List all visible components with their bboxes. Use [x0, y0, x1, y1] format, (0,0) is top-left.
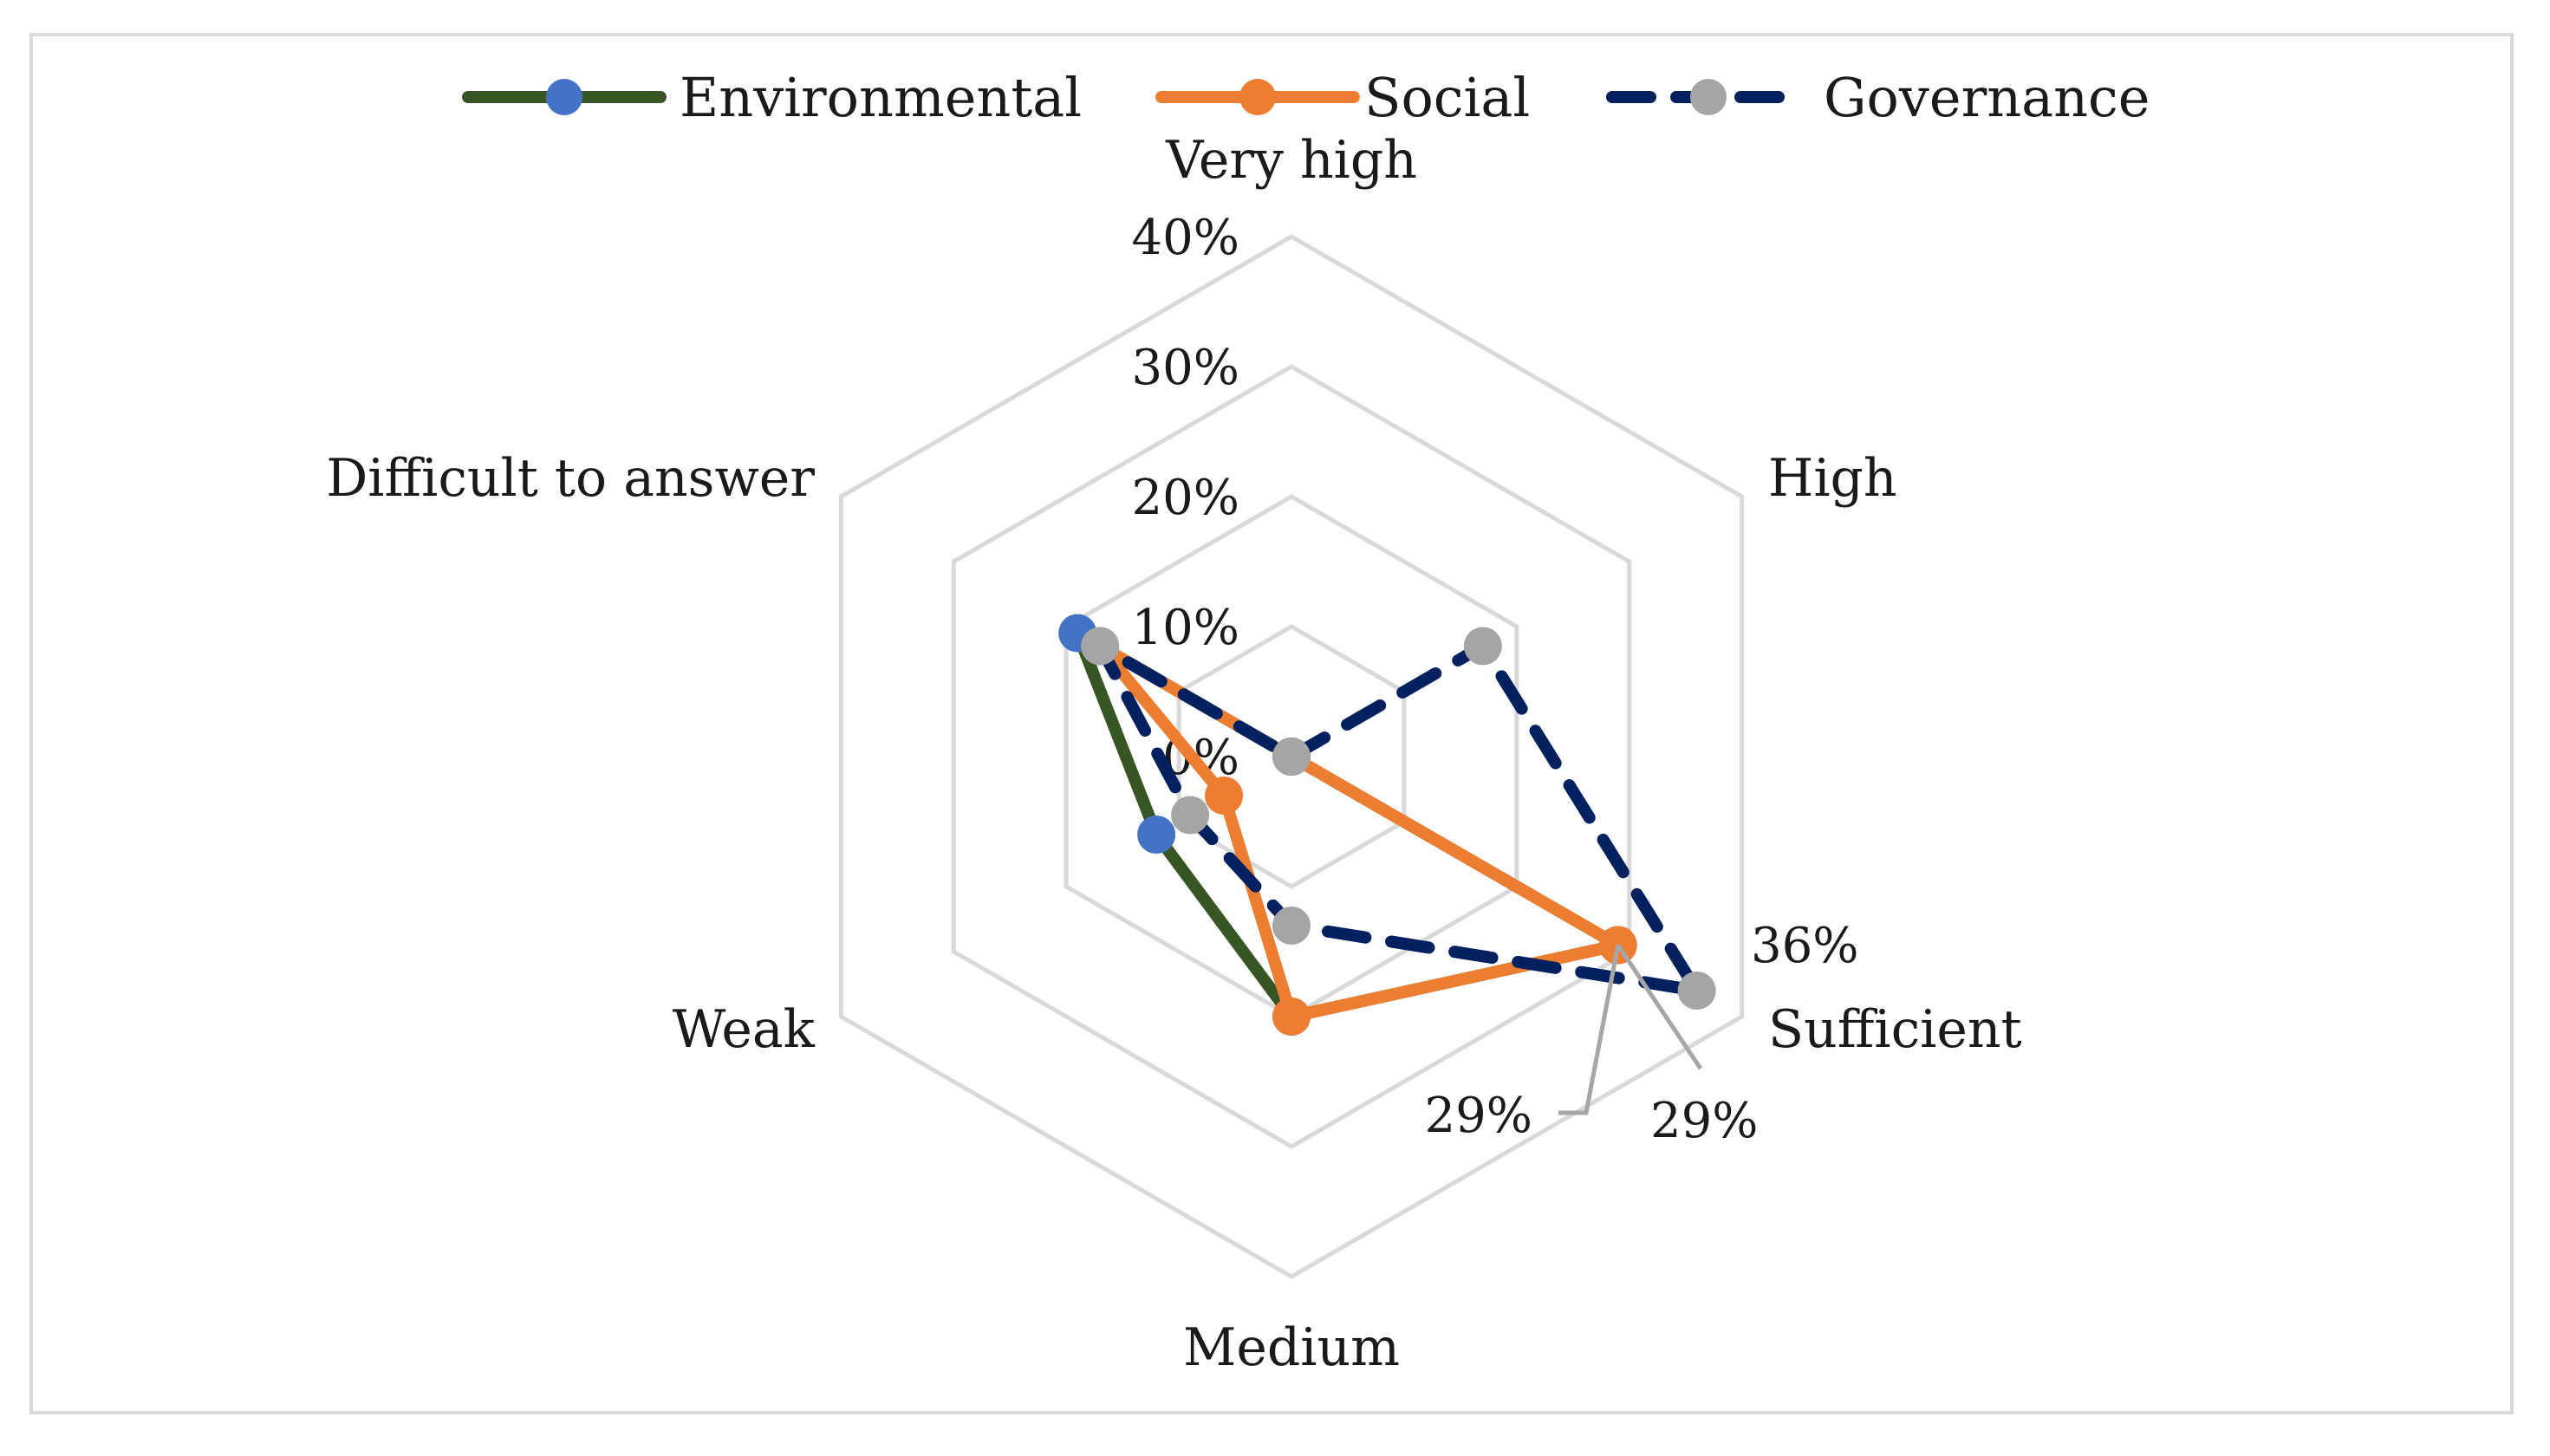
legend: Environmental Social Governance: [462, 66, 2150, 129]
legend-marker-environmental: [546, 79, 582, 115]
axis-label-2: Sufficient: [1768, 999, 2022, 1060]
tick-labels: 0%10%20%30%40%: [1132, 210, 1239, 786]
point-governance-2: [1677, 972, 1716, 1010]
data-label-governance-sufficient: 36%: [1751, 918, 1858, 974]
axis-label-3: Medium: [1183, 1317, 1400, 1378]
legend-label-governance: Governance: [1824, 66, 2150, 129]
axis-labels: Very high High Sufficient Medium Weak Difficu…: [326, 130, 2021, 1378]
axis-label-1: High: [1768, 448, 1897, 509]
series-governance: [1081, 627, 1716, 1010]
legend-label-social: Social: [1364, 66, 1530, 129]
point-governance-3: [1272, 907, 1311, 945]
point-social-4: [1205, 777, 1244, 815]
data-labels: 29% 29% 36%: [1425, 918, 1859, 1149]
leader-line-social: [1616, 944, 1703, 1070]
tick-label-3: 30%: [1132, 340, 1239, 396]
chart-frame: [29, 33, 2514, 1414]
axis-label-4: Weak: [673, 999, 816, 1060]
series-layer: [1058, 614, 1716, 1036]
leader-line-environmental: [1558, 945, 1621, 1115]
axis-label-5: Difficult to answer: [326, 448, 815, 509]
data-label-environmental-sufficient: 29%: [1425, 1088, 1532, 1144]
point-governance-1: [1463, 627, 1502, 666]
legend-item-environmental: Environmental: [462, 66, 1082, 129]
tick-label-2: 20%: [1132, 470, 1239, 526]
axis-label-0: Very high: [1165, 130, 1417, 191]
legend-label-environmental: Environmental: [680, 66, 1082, 129]
point-environmental-4: [1137, 816, 1176, 854]
data-label-social-sufficient: 29%: [1650, 1093, 1758, 1149]
tick-label-4: 40%: [1132, 210, 1239, 266]
legend-marker-social: [1239, 79, 1276, 115]
grid-ring-3: [951, 364, 1632, 1149]
point-governance-0: [1272, 738, 1311, 776]
tick-label-1: 10%: [1132, 600, 1239, 656]
point-governance-5: [1081, 627, 1120, 666]
legend-item-governance: Governance: [1606, 66, 2150, 129]
point-social-3: [1272, 998, 1311, 1036]
legend-item-social: Social: [1155, 66, 1530, 129]
point-governance-4: [1171, 796, 1210, 835]
grid-ring-4: [838, 234, 1745, 1279]
legend-marker-governance: [1690, 79, 1727, 115]
